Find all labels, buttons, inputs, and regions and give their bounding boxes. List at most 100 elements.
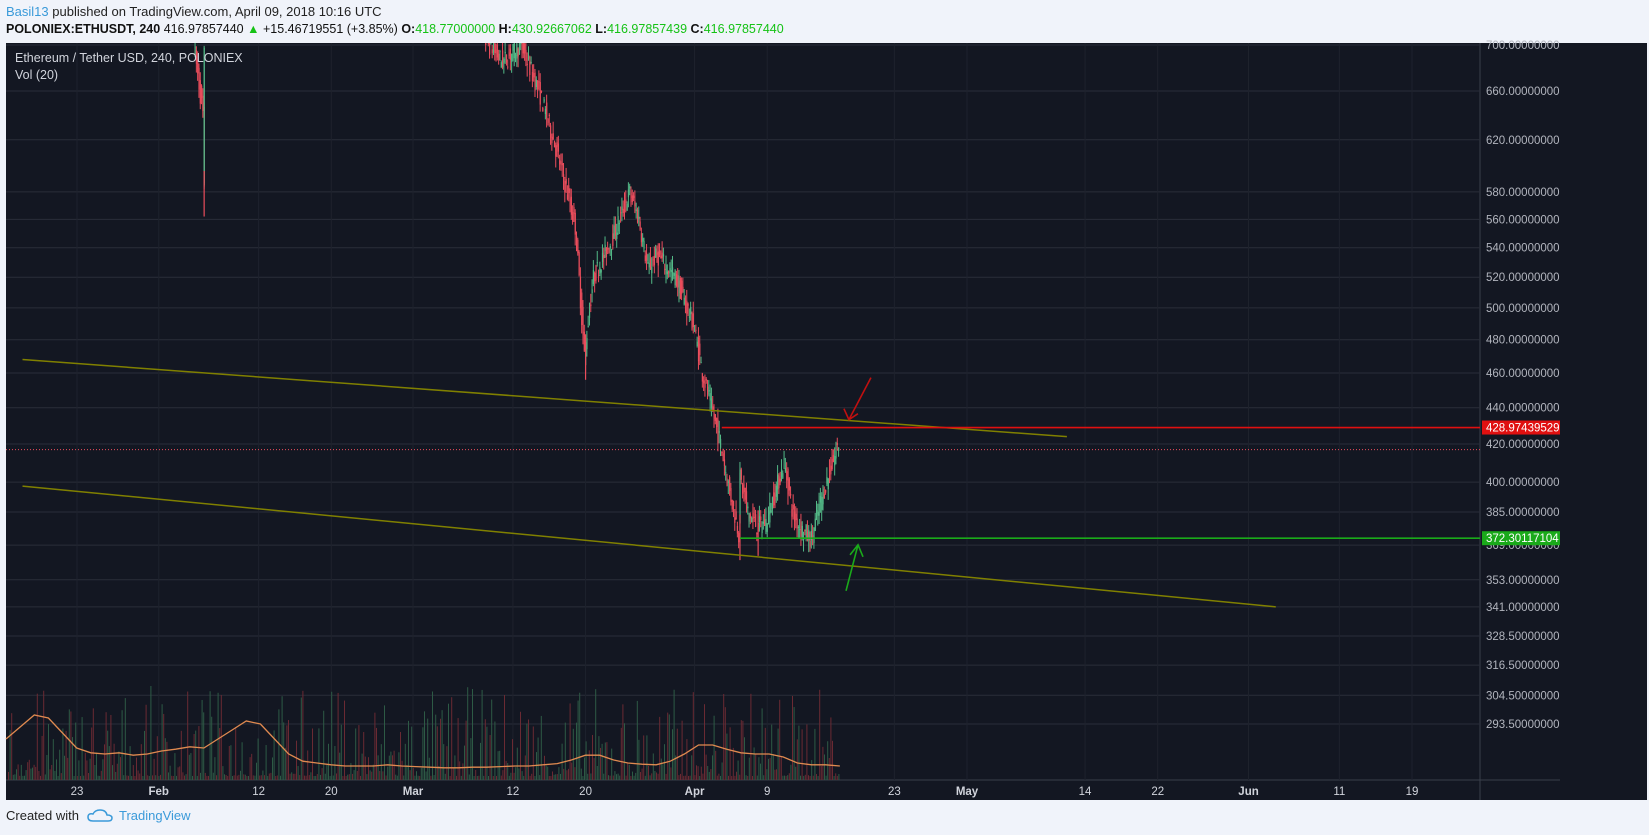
volume-bar [12,774,14,780]
volume-bar [305,775,307,780]
volume-bar [203,712,205,780]
volume-bar [174,753,176,780]
candle-body [505,54,508,63]
volume-bar [238,774,240,780]
volume-bar [662,764,664,780]
volume-bar [17,764,19,780]
y-tick-label: 560.00000000 [1486,214,1560,226]
x-tick-label: Mar [403,786,424,798]
candle-body [512,44,514,51]
volume-bar [620,727,622,780]
volume-bar [652,753,654,780]
volume-bar [566,770,568,780]
candle-body [687,304,689,306]
candle-body [494,43,496,54]
candle-body [799,529,801,531]
candle-body [753,516,755,518]
volume-bar [425,771,427,780]
volume-bar [651,773,653,780]
volume-bar [641,768,643,780]
volume-bar [713,715,715,780]
candle-body [822,488,824,505]
volume-bar [395,774,397,780]
volume-bar [422,727,424,780]
tradingview-link[interactable]: TradingView [118,808,191,823]
x-tick-label: 19 [1406,786,1419,798]
candle-body [727,481,729,483]
volume-bar [489,735,491,780]
candle-body [570,196,573,215]
volume-bar [14,774,16,780]
volume-bar [30,768,32,780]
candle-body [592,270,595,284]
volume-bar [564,722,566,780]
volume-bar [241,742,243,780]
y-tick-label: 660.00000000 [1486,86,1560,98]
volume-bar [771,724,773,780]
last-price: 416.97857440 [163,22,244,36]
volume-bar [705,754,707,780]
volume-bar [678,775,680,780]
volume-bar [464,745,465,780]
volume-bar [384,705,385,780]
volume-bar [345,776,347,780]
volume-bar [105,712,107,780]
candle-body [830,465,832,475]
volume-bar [673,689,675,780]
volume-bar [379,770,381,780]
candle-body [490,43,492,44]
volume-bar [211,716,213,780]
volume-bar [459,761,461,780]
volume-bar [772,753,774,780]
volume-bar [347,774,349,780]
volume-bar [51,764,53,780]
candle-body [755,514,757,527]
candle-body [653,255,656,266]
candle-body [810,530,813,541]
candle-body [761,526,763,534]
volume-bar [179,766,181,780]
volume-bar [656,772,657,780]
author-link[interactable]: Basil13 [6,4,49,19]
volume-bar [25,770,27,780]
volume-bar [62,728,64,780]
volume-bar [668,714,670,780]
volume-bar [582,775,584,780]
volume-bar [54,770,56,780]
candle-body [569,198,571,206]
volume-bar [312,728,313,780]
volume-bar [448,703,449,780]
volume-bar [590,773,592,780]
candle-body [677,275,679,288]
volume-bar [27,762,29,780]
volume-bar [492,775,494,780]
volume-bar [344,700,345,780]
tradingview-cloud-icon [87,808,113,822]
volume-bar [33,764,35,780]
volume-bar [155,775,157,780]
volume-bar [107,730,109,780]
candle-body [555,145,557,157]
candle-body [713,413,715,420]
volume-bar [284,747,286,780]
volume-bar [811,760,813,780]
volume-bar [68,709,70,780]
volume-bar [550,775,552,780]
volume-bar [516,747,518,780]
volume-bar [731,775,733,780]
volume-bar [571,762,573,780]
volume-bar [52,739,54,780]
candle-body [652,259,654,261]
candle-body [551,136,553,144]
candle-body [770,510,772,513]
volume-bar [230,745,232,780]
volume-bar [331,691,333,780]
volume-bar [611,748,613,780]
candle-body [616,232,618,239]
candle-body [669,268,671,271]
volume-bar [729,727,731,780]
volume-bar [131,775,133,780]
volume-bar [350,763,352,780]
candle-body [717,419,719,444]
